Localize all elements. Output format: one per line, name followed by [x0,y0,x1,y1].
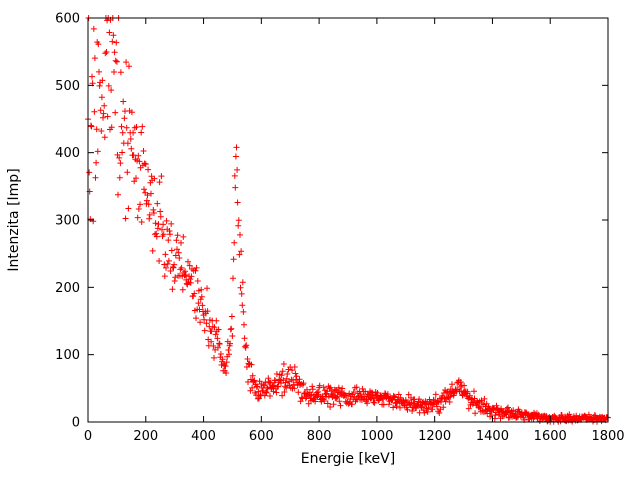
y-tick-label: 500 [55,79,80,94]
x-tick-label: 0 [84,429,92,444]
x-tick-label: 1200 [418,429,451,444]
y-axis-title: Intenzita [Imp] [6,168,22,272]
x-tick-label: 1400 [476,429,509,444]
x-tick-label: 1600 [534,429,567,444]
x-tick-label: 200 [133,429,158,444]
x-tick-label: 800 [307,429,332,444]
x-tick-label: 1000 [360,429,393,444]
plot-border [87,17,609,423]
y-tick-label: 0 [72,416,80,431]
y-tick-label: 400 [55,146,80,161]
x-axis-title: Energie [keV] [300,451,396,467]
x-tick-label: 600 [249,429,274,444]
y-tick-label: 200 [55,281,80,296]
y-tick-label: 600 [55,12,80,27]
y-tick-label: 300 [55,214,80,229]
x-tick-label: 400 [191,429,216,444]
y-tick-label: 100 [55,348,80,363]
x-tick-label: 1800 [591,429,624,444]
scatter-points [85,15,611,425]
